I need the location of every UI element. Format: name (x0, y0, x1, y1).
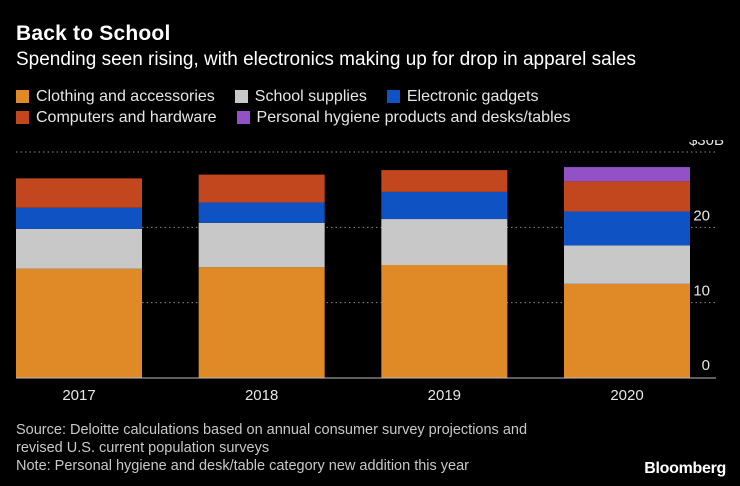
x-tick-label-2017: 2017 (62, 387, 95, 404)
legend-label-clothing: Clothing and accessories (36, 88, 215, 105)
bar-segment-2017-clothing (16, 268, 142, 378)
legend: Clothing and accessories School supplies… (16, 86, 716, 128)
bar-segment-2018-computers (198, 174, 325, 203)
bar-segment-2020-clothing (564, 283, 690, 378)
bar-segment-2019-clothing (381, 265, 508, 378)
legend-swatch-clothing (16, 90, 29, 103)
chart-subtitle: Spending seen rising, with electronics m… (16, 49, 636, 70)
x-tick-label-2019: 2019 (428, 387, 461, 404)
legend-item-computers: Computers and hardware (16, 107, 217, 128)
bar-segment-2018-clothing (198, 267, 325, 378)
legend-item-electronics: Electronic gadgets (386, 86, 539, 107)
x-tick-label-2020: 2020 (610, 387, 643, 404)
y-tick-label-0: 0 (702, 357, 710, 374)
y-tick-label-30: $30B (689, 140, 724, 149)
bar-segment-2019-computers (381, 170, 508, 192)
y-tick-label-20: 20 (693, 207, 710, 224)
bar-segment-2017-computers (16, 178, 142, 208)
legend-item-clothing: Clothing and accessories (16, 86, 215, 107)
legend-label-supplies: School supplies (254, 88, 367, 105)
legend-label-electronics: Electronic gadgets (406, 88, 539, 105)
legend-row-1: Clothing and accessories School supplies… (16, 86, 716, 107)
legend-row-2: Computers and hardware Personal hygiene … (16, 107, 716, 128)
source-line-1: Source: Deloitte calculations based on a… (16, 422, 528, 438)
bar-segment-2020-computers (564, 181, 690, 212)
note-line: Note: Personal hygiene and desk/table ca… (16, 458, 470, 474)
y-tick-label-10: 10 (693, 283, 710, 300)
bar-segment-2019-electronics (381, 191, 508, 220)
stacked-bar-chart: 2017 2018 2019 2020 0 10 20 $30B (16, 140, 724, 404)
bar-segment-2020-electronics (564, 211, 690, 246)
bar-segment-2017-supplies (16, 228, 142, 269)
legend-swatch-computers (16, 111, 29, 124)
chart-notes: Source: Deloitte calculations based on a… (16, 421, 527, 475)
bar-segment-2018-electronics (198, 202, 325, 223)
bloomberg-logo: Bloomberg (644, 460, 726, 477)
bar-segment-2018-supplies (198, 222, 325, 268)
bar-segment-2017-electronics (16, 207, 142, 229)
x-tick-label-2018: 2018 (245, 387, 278, 404)
legend-label-hygiene: Personal hygiene products and desks/tabl… (256, 109, 571, 126)
bar-segment-2020-hygiene (564, 167, 690, 182)
bar-segment-2019-supplies (381, 219, 508, 265)
legend-item-hygiene: Personal hygiene products and desks/tabl… (236, 107, 571, 128)
legend-label-computers: Computers and hardware (36, 109, 217, 126)
legend-swatch-supplies (234, 90, 248, 103)
source-line-2: revised U.S. current population surveys (16, 440, 270, 456)
bar-segment-2020-supplies (564, 245, 690, 284)
legend-swatch-hygiene (236, 111, 250, 124)
legend-swatch-electronics (386, 90, 400, 103)
legend-item-supplies: School supplies (234, 86, 367, 107)
chart-title: Back to School (16, 22, 171, 45)
